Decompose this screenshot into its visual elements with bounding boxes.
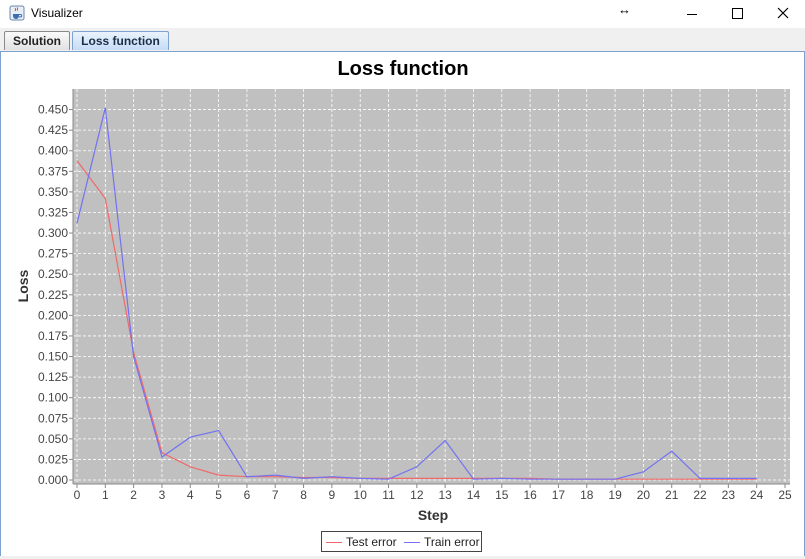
gridlines: [73, 89, 790, 484]
tab-solution[interactable]: Solution: [4, 31, 70, 50]
x-tick-label: 19: [608, 488, 622, 502]
close-button[interactable]: [760, 0, 805, 28]
x-tick-label: 2: [130, 488, 137, 502]
title-bar: Visualizer ↔: [0, 0, 805, 28]
tab-loss-function[interactable]: Loss function: [72, 31, 169, 50]
x-tick-label: 21: [665, 488, 679, 502]
window-title: Visualizer: [31, 6, 83, 20]
x-tick-label: 12: [410, 488, 424, 502]
x-tick-label: 25: [778, 488, 792, 502]
y-tick-label: 0.150: [38, 350, 68, 364]
y-tick-label: 0.325: [38, 205, 68, 219]
x-tick-label: 24: [750, 488, 764, 502]
y-tick-label: 0.225: [38, 288, 68, 302]
y-tick-label: 0.050: [38, 432, 68, 446]
x-tick-label: 17: [552, 488, 566, 502]
x-tick-label: 0: [74, 488, 81, 502]
x-tick-label: 3: [159, 488, 166, 502]
x-tick-label: 6: [244, 488, 251, 502]
maximize-button[interactable]: [714, 0, 760, 28]
y-tick-label: 0.350: [38, 185, 68, 199]
y-axis-label: Loss: [15, 269, 31, 302]
x-tick-label: 8: [300, 488, 307, 502]
y-tick-label: 0.000: [38, 473, 68, 487]
y-tick-label: 0.375: [38, 164, 68, 178]
x-tick-label: 9: [329, 488, 336, 502]
y-tick-label: 0.025: [38, 452, 68, 466]
series-line-train-error: [76, 107, 757, 480]
window-bottom-edge: [0, 556, 805, 559]
x-tick-label: 22: [693, 488, 707, 502]
legend-swatch-train: [404, 542, 420, 543]
y-tick-label: 0.075: [38, 411, 68, 425]
x-tick-label: 13: [438, 488, 452, 502]
minimize-button[interactable]: [669, 0, 715, 28]
y-tick-label: 0.300: [38, 226, 68, 240]
maximize-icon: [732, 8, 743, 19]
y-tick-label: 0.400: [38, 144, 68, 158]
plot-area: [73, 89, 790, 484]
legend-label-train: Train error: [424, 535, 480, 549]
y-tick-label: 0.100: [38, 391, 68, 405]
x-tick-label: 10: [354, 488, 368, 502]
close-icon: [777, 7, 789, 19]
x-axis-label: Step: [418, 507, 448, 523]
x-tick-label: 1: [102, 488, 109, 502]
legend-label-test: Test error: [346, 535, 397, 549]
minimize-icon: [687, 14, 697, 15]
y-tick-label: 0.275: [38, 247, 68, 261]
x-axis-ticks: 0 1 2 3 4 5 6 7 8 9 10 11 12 13 14 15 16 17 18 19 20 21 22 23 24…: [74, 484, 792, 502]
chart-title: Loss function: [337, 58, 468, 80]
y-axis-ticks: 0.000 0.025 0.050 0.075 0.100 0.125 0.150 0.175…: [38, 103, 73, 487]
tab-bar: Solution Loss function: [0, 28, 805, 52]
x-tick-label: 16: [523, 488, 537, 502]
x-tick-label: 23: [722, 488, 736, 502]
y-tick-label: 0.175: [38, 329, 68, 343]
y-tick-label: 0.450: [38, 103, 68, 117]
x-tick-label: 14: [467, 488, 481, 502]
java-cup-icon: [9, 5, 25, 21]
x-tick-label: 20: [637, 488, 651, 502]
series-line-test-error: [76, 160, 757, 480]
x-tick-label: 11: [382, 488, 395, 502]
y-tick-label: 0.250: [38, 267, 68, 281]
series-lines: [76, 107, 757, 480]
y-tick-label: 0.200: [38, 308, 68, 322]
x-tick-label: 7: [272, 488, 279, 502]
x-tick-label: 4: [187, 488, 194, 502]
y-tick-label: 0.425: [38, 123, 68, 137]
x-tick-label: 15: [495, 488, 509, 502]
chart-legend: Test error Train error: [321, 531, 482, 552]
y-tick-label: 0.125: [38, 370, 68, 384]
x-tick-label: 18: [580, 488, 594, 502]
resize-arrows-icon[interactable]: ↔: [618, 2, 631, 17]
legend-swatch-test: [326, 542, 342, 543]
x-tick-label: 5: [215, 488, 222, 502]
